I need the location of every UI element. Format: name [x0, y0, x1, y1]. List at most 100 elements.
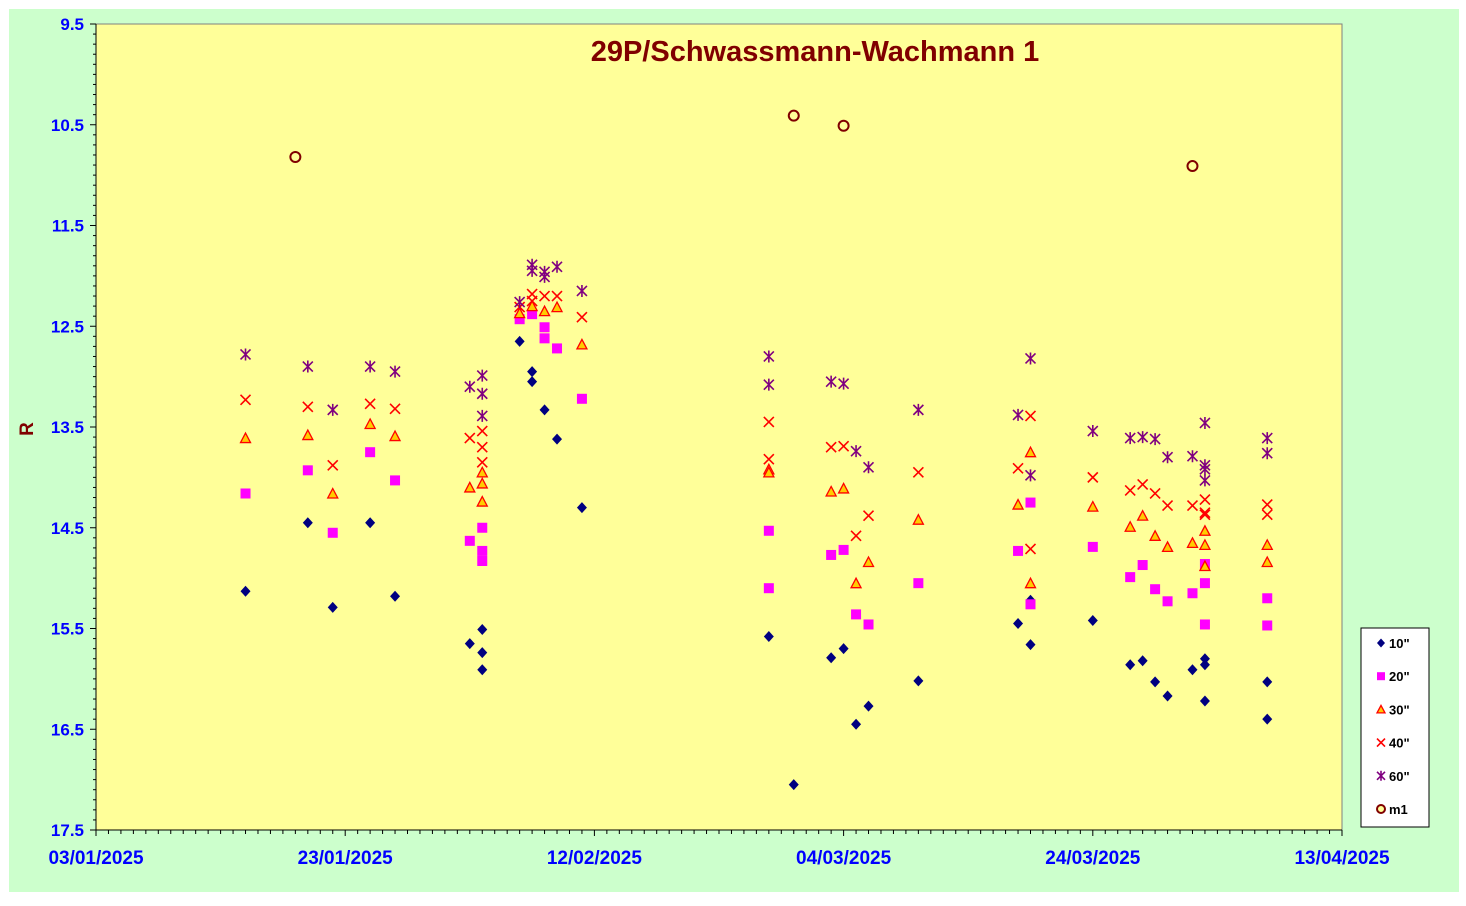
data-point [364, 417, 377, 430]
data-point [1199, 509, 1211, 521]
data-point [1150, 676, 1161, 688]
data-point [239, 394, 252, 406]
data-point [850, 445, 862, 458]
data-point [464, 638, 475, 650]
data-point [1261, 555, 1274, 568]
data-point [837, 119, 850, 132]
data-point [464, 432, 476, 444]
data-point [763, 378, 775, 391]
data-point [476, 477, 489, 489]
data-point [302, 465, 313, 476]
data-point [464, 380, 476, 393]
series-3 [239, 288, 1273, 555]
legend-marker [1376, 770, 1386, 781]
legend-marker [1376, 804, 1386, 814]
data-point [863, 700, 874, 712]
data-point [1198, 524, 1212, 536]
data-point [364, 360, 376, 373]
data-point [389, 403, 401, 415]
y-tick-label: 10.5 [51, 116, 84, 135]
data-point [1262, 713, 1273, 725]
data-point [1186, 450, 1199, 463]
data-point [788, 779, 799, 791]
data-point [575, 337, 589, 350]
data-point [1024, 469, 1037, 482]
data-point [464, 535, 475, 546]
data-point [787, 109, 800, 122]
data-point [825, 375, 837, 388]
data-point [763, 631, 774, 643]
data-point [477, 545, 488, 556]
data-point [1024, 576, 1037, 589]
data-point [1087, 614, 1098, 626]
data-point [364, 398, 376, 410]
data-point [389, 365, 401, 378]
data-point [1186, 500, 1199, 512]
y-tick-label: 13.5 [51, 418, 84, 437]
y-axis: 9.5 10.5 11.5 12.5 13.5 14.5 15.5 16.5 17.5 [51, 15, 97, 840]
x-tick-label: 13/04/2025 [1294, 848, 1390, 869]
data-point [1261, 447, 1273, 460]
legend-box [1360, 627, 1430, 828]
data-point [476, 495, 489, 507]
data-point [476, 465, 489, 478]
data-point [1199, 659, 1210, 671]
data-point [1087, 471, 1099, 483]
legend-label: 60" [1389, 769, 1410, 784]
data-point [327, 403, 339, 416]
data-point [1261, 432, 1273, 445]
data-point [526, 299, 539, 312]
legend-label: 20" [1389, 669, 1410, 684]
data-point [552, 343, 563, 354]
data-point [851, 609, 862, 620]
x-tick-label: 23/01/2025 [298, 848, 394, 869]
data-point [477, 624, 488, 636]
data-point [576, 311, 588, 323]
data-point [1199, 695, 1210, 707]
chart-title: 29P/Schwassmann-Wachmann 1 [591, 36, 1040, 68]
data-point [526, 295, 538, 307]
data-point [476, 369, 488, 382]
data-point [763, 583, 774, 594]
data-point [1187, 664, 1198, 676]
data-point [390, 475, 401, 486]
data-point [1024, 445, 1037, 458]
data-point [538, 304, 551, 317]
legend-marker [1376, 738, 1386, 748]
legend-label: 40" [1389, 736, 1410, 751]
series-layer [239, 109, 1274, 791]
legend-marker [1375, 704, 1387, 714]
data-point [551, 260, 563, 273]
data-point [1086, 500, 1099, 512]
data-point [838, 544, 849, 555]
data-point [1149, 433, 1161, 446]
data-point [1124, 520, 1137, 532]
data-point [1150, 584, 1161, 595]
y-tick-label: 17.5 [51, 821, 84, 840]
data-point [326, 487, 339, 499]
data-point [1137, 478, 1149, 490]
data-point [463, 481, 476, 493]
data-point [762, 465, 775, 478]
data-point [365, 447, 376, 458]
x-tick-label: 04/03/2025 [796, 848, 892, 869]
data-point [912, 466, 924, 478]
data-point [1161, 451, 1174, 464]
data-point [1012, 408, 1024, 421]
data-point [365, 517, 376, 529]
y-tick-label: 15.5 [51, 620, 84, 639]
data-point [1187, 588, 1198, 599]
data-point [825, 441, 837, 453]
data-point [513, 306, 526, 319]
data-point [1025, 599, 1036, 610]
data-point [302, 517, 313, 529]
data-point [1124, 432, 1136, 445]
data-point [388, 429, 402, 442]
data-point [825, 485, 838, 497]
data-point [576, 284, 588, 297]
data-point [1012, 462, 1024, 474]
series-4 [239, 258, 1273, 487]
data-point [862, 510, 875, 522]
data-point [1137, 431, 1149, 444]
data-point [576, 393, 587, 404]
